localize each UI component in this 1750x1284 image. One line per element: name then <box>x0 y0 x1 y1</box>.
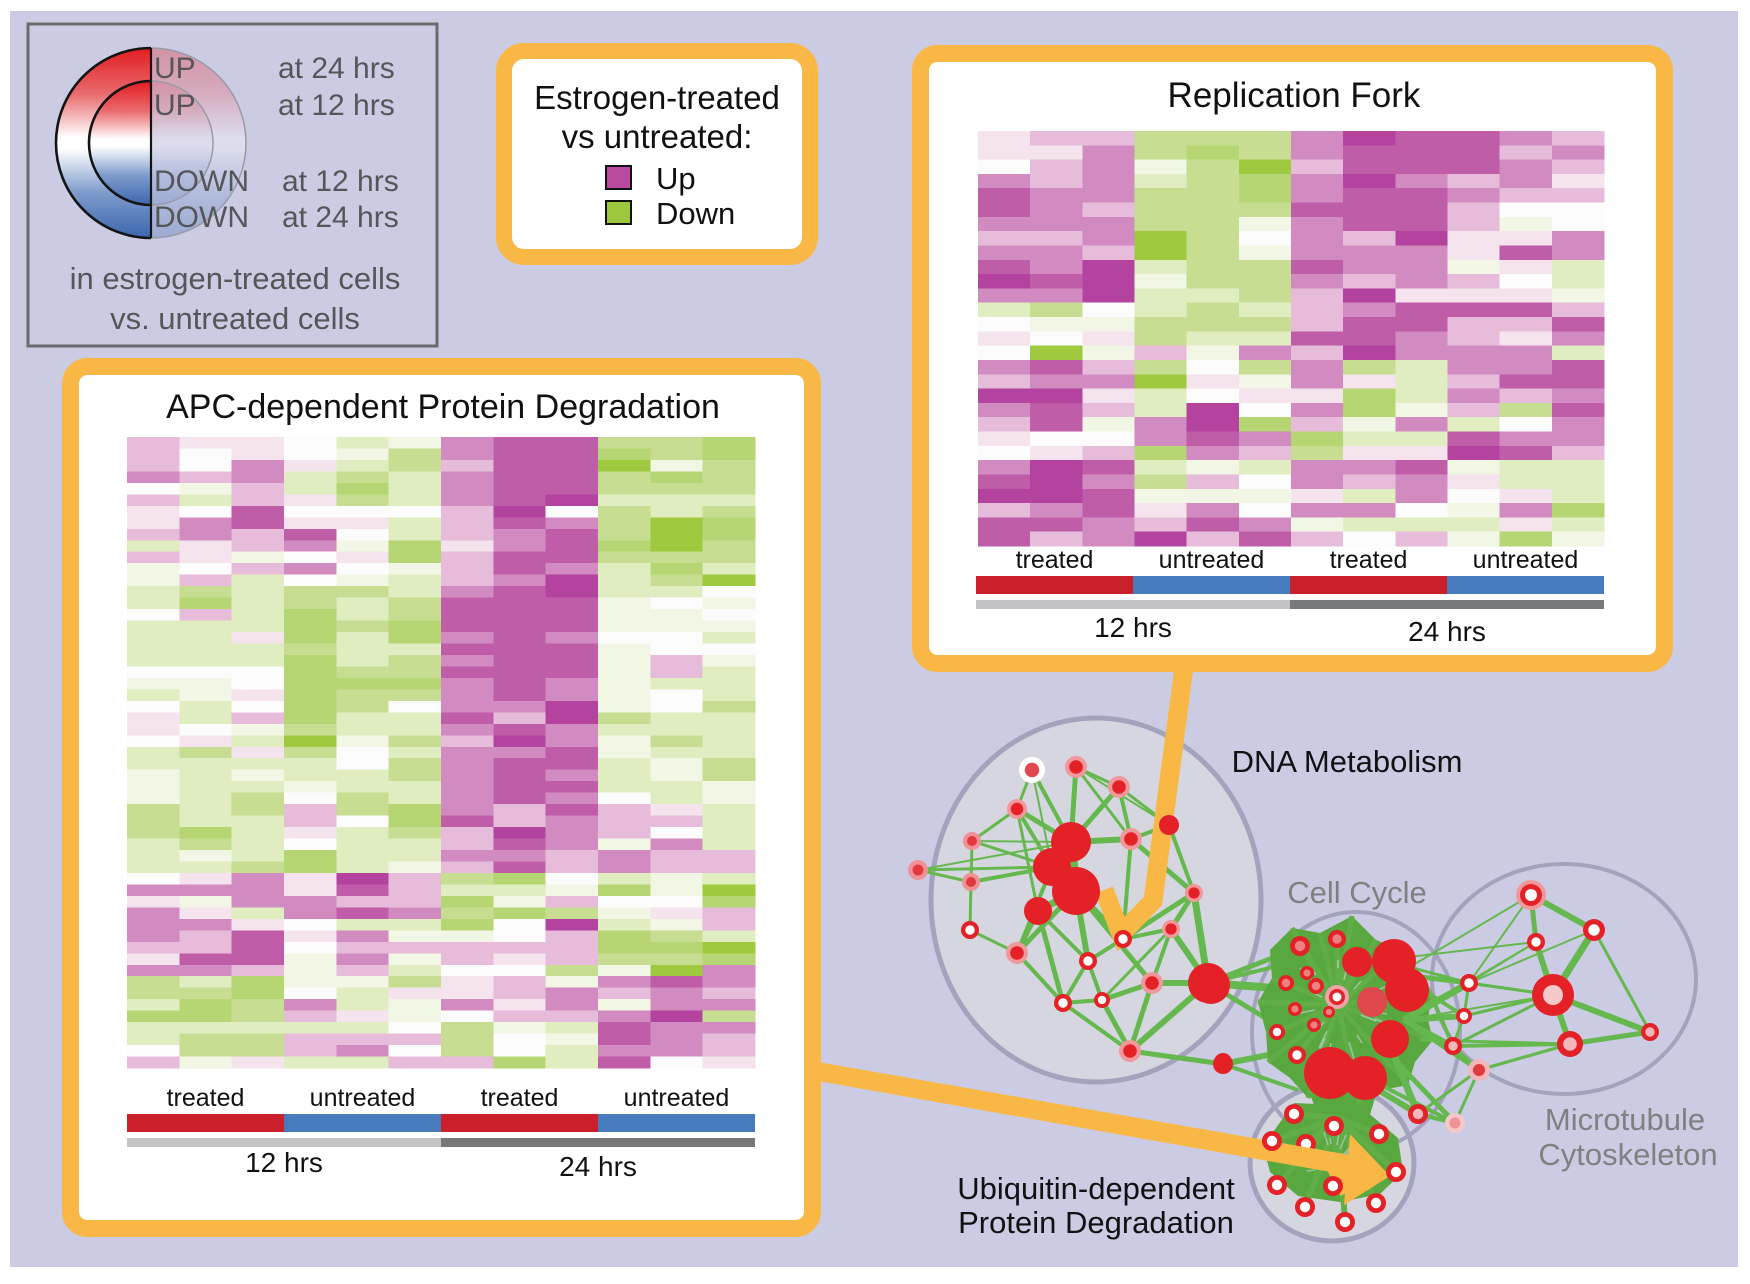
svg-text:untreated: untreated <box>310 1084 416 1112</box>
svg-text:Down: Down <box>656 196 735 231</box>
svg-text:at 12 hrs: at 12 hrs <box>278 89 395 122</box>
svg-text:UP: UP <box>154 52 196 85</box>
svg-text:UP: UP <box>154 89 196 122</box>
svg-text:DOWN: DOWN <box>154 165 249 198</box>
svg-text:vs untreated:: vs untreated: <box>562 118 753 155</box>
svg-text:Estrogen-treated: Estrogen-treated <box>534 79 780 116</box>
svg-text:Cytoskeleton: Cytoskeleton <box>1538 1137 1717 1172</box>
svg-text:in estrogen-treated cells: in estrogen-treated cells <box>70 261 401 296</box>
svg-text:untreated: untreated <box>1159 546 1265 574</box>
svg-text:at 24 hrs: at 24 hrs <box>282 201 399 234</box>
svg-text:12 hrs: 12 hrs <box>245 1147 323 1178</box>
svg-text:Replication Fork: Replication Fork <box>1168 76 1421 115</box>
svg-text:12 hrs: 12 hrs <box>1094 612 1172 643</box>
svg-text:untreated: untreated <box>1473 546 1579 574</box>
svg-text:treated: treated <box>1330 546 1408 574</box>
svg-text:untreated: untreated <box>624 1084 730 1112</box>
svg-text:DOWN: DOWN <box>154 201 249 234</box>
svg-text:at 24 hrs: at 24 hrs <box>278 52 395 85</box>
svg-text:24 hrs: 24 hrs <box>559 1151 637 1182</box>
svg-text:treated: treated <box>167 1084 245 1112</box>
svg-text:Protein Degradation: Protein Degradation <box>958 1205 1234 1240</box>
svg-text:Cell Cycle: Cell Cycle <box>1287 875 1427 910</box>
svg-text:Ubiquitin-dependent: Ubiquitin-dependent <box>957 1171 1235 1206</box>
svg-text:Up: Up <box>656 161 696 196</box>
svg-text:Microtubule: Microtubule <box>1545 1102 1705 1137</box>
svg-text:APC-dependent Protein Degradat: APC-dependent Protein Degradation <box>166 388 720 426</box>
svg-text:at 12 hrs: at 12 hrs <box>282 165 399 198</box>
svg-text:24 hrs: 24 hrs <box>1408 616 1486 647</box>
svg-text:treated: treated <box>481 1084 559 1112</box>
svg-text:DNA Metabolism: DNA Metabolism <box>1232 744 1463 779</box>
svg-text:vs. untreated cells: vs. untreated cells <box>110 301 360 336</box>
svg-text:treated: treated <box>1016 546 1094 574</box>
